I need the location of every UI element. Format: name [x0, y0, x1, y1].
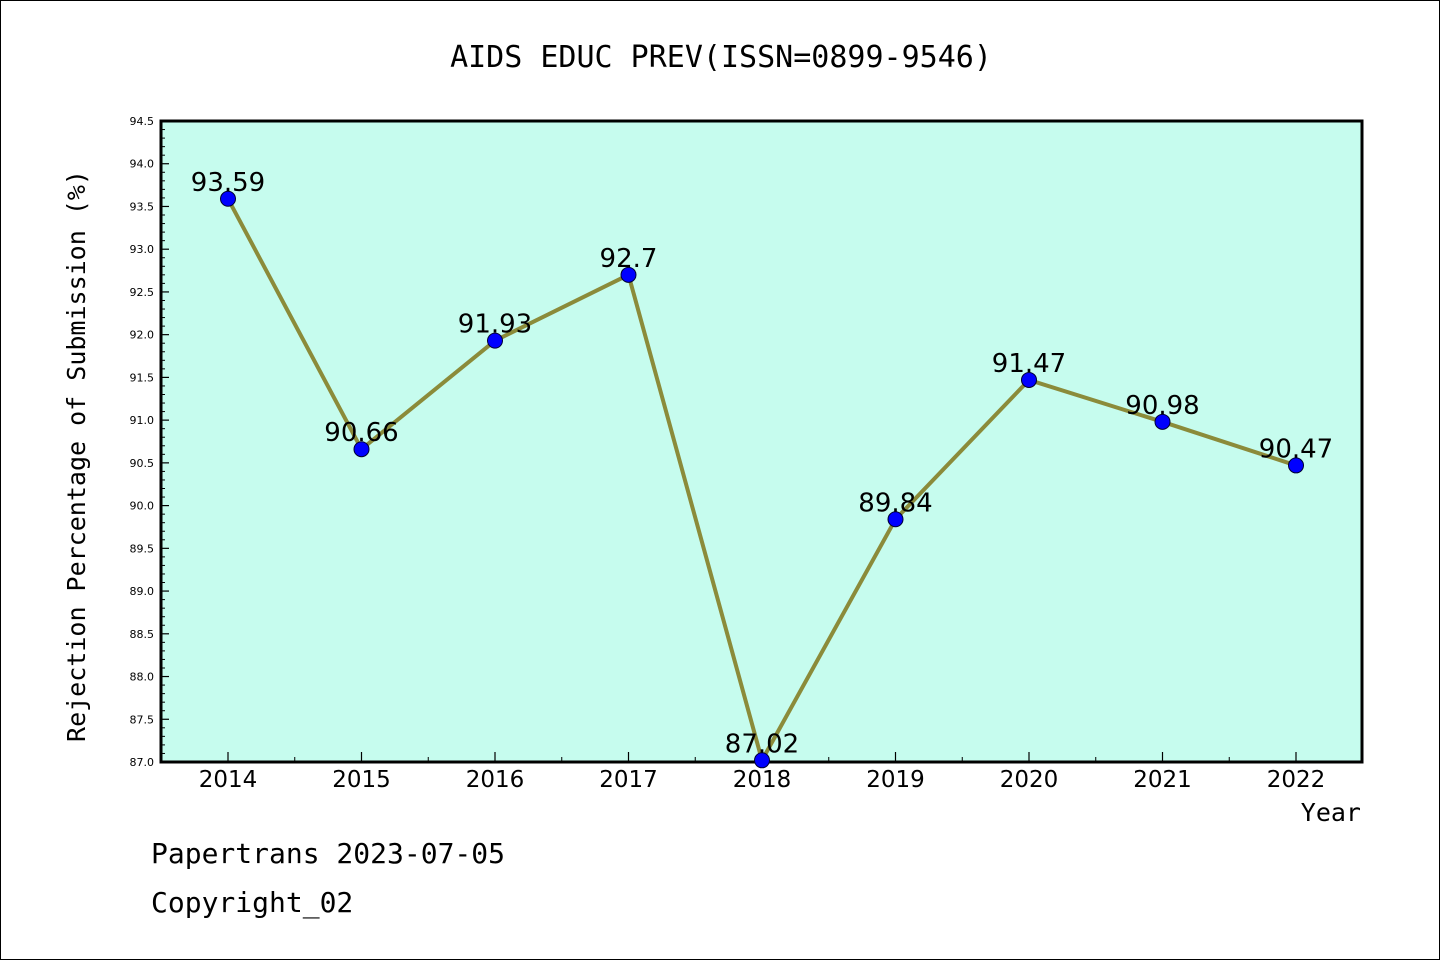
- y-tick-label: 89.5: [130, 542, 155, 555]
- x-axis-title: Year: [1301, 798, 1361, 827]
- x-tick-label: 2017: [599, 767, 658, 793]
- y-tick-label: 91.0: [130, 414, 155, 427]
- data-label: 87.02: [725, 729, 799, 759]
- x-tick-label: 2016: [466, 767, 525, 793]
- y-tick-label: 88.5: [130, 628, 155, 641]
- series-layer: [220, 190, 1304, 769]
- data-label-layer: 93.59 90.66 91.93 92.7 87.02 89.84 91.47 90.98 9…: [191, 168, 1333, 760]
- y-tick-label: 92.5: [130, 286, 155, 299]
- y-tick-label: 90.0: [130, 500, 155, 513]
- chart-title: AIDS EDUC PREV(ISSN=0899-9546): [450, 40, 992, 75]
- x-axis: 2014 2015 2016 2017 2018 2019 2020 2021 2022: [160, 752, 1326, 793]
- y-tick-label: 92.0: [130, 329, 155, 342]
- y-axis: 87.0 87.5 88.0 88.5 89.0 89.5 90.0 90.5 91.0 91.5…: [130, 115, 169, 769]
- x-tick-label: 2015: [332, 767, 391, 793]
- y-tick-label: 87.5: [130, 713, 155, 726]
- data-point: [1021, 371, 1037, 388]
- data-point: [353, 441, 370, 458]
- data-point: [1154, 413, 1171, 430]
- y-axis-title: Rejection Percentage of Submission (%): [62, 170, 91, 742]
- x-tick-label: 2022: [1267, 767, 1326, 793]
- data-label: 90.66: [324, 418, 398, 448]
- y-tick-label: 88.0: [130, 671, 155, 684]
- x-tick-label: 2021: [1133, 767, 1192, 793]
- data-point: [620, 266, 637, 283]
- data-label: 91.47: [992, 349, 1066, 379]
- x-tick-label: 2014: [199, 767, 258, 793]
- data-point: [487, 332, 503, 349]
- y-tick-label: 93.5: [130, 200, 155, 213]
- x-tick-label: 2018: [733, 767, 792, 793]
- x-tick-label: 2019: [866, 767, 925, 793]
- y-tick-label: 90.5: [130, 457, 155, 470]
- y-tick-label: 91.5: [130, 371, 155, 384]
- data-label: 90.98: [1125, 391, 1199, 421]
- data-label: 93.59: [191, 168, 265, 198]
- footer-watermark: Papertrans 2023-07-05: [151, 837, 506, 870]
- y-tick-label: 89.0: [130, 585, 155, 598]
- data-label: 90.47: [1259, 434, 1333, 464]
- data-label: 92.7: [600, 244, 658, 274]
- data-label: 89.84: [858, 488, 932, 518]
- data-point: [887, 511, 904, 528]
- data-point: [754, 752, 770, 769]
- y-tick-label: 93.0: [130, 243, 155, 256]
- y-tick-label: 94.0: [130, 158, 155, 171]
- x-tick-label: 2020: [1000, 767, 1059, 793]
- data-label: 91.93: [458, 310, 532, 340]
- y-tick-label: 94.5: [130, 115, 155, 128]
- y-tick-label: 87.0: [130, 756, 155, 769]
- data-point: [1288, 457, 1304, 474]
- data-point: [220, 190, 236, 207]
- footer-copyright: Copyright_02: [151, 886, 354, 919]
